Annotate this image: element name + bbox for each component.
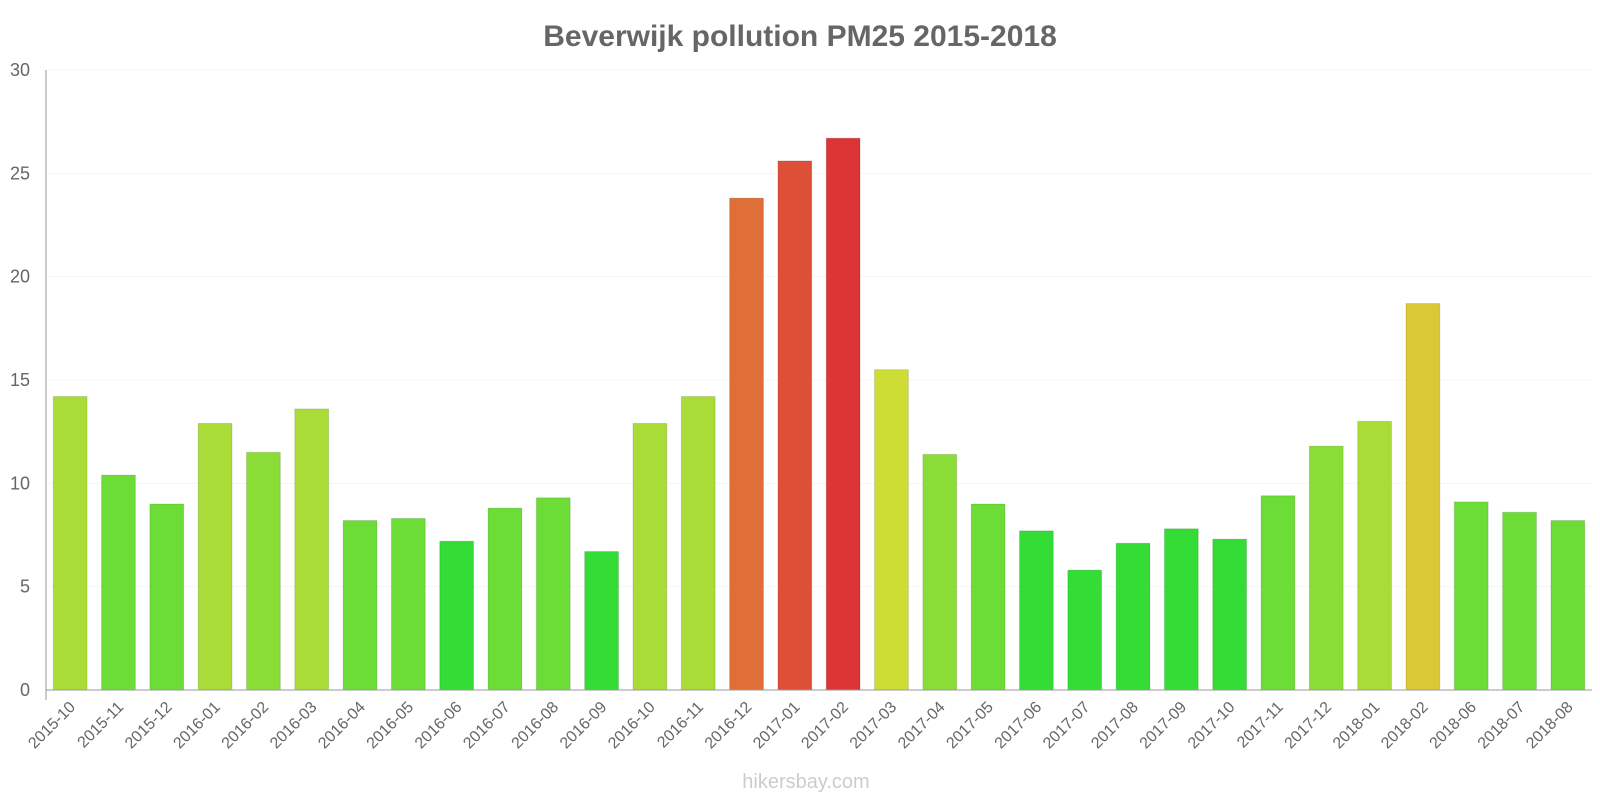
x-tick-label: 2016-09 — [557, 699, 611, 753]
bar-2018-02 — [1405, 303, 1441, 691]
bar-2016-12 — [729, 197, 764, 691]
bar-2016-08 — [535, 497, 571, 691]
x-tick-label: 2017-03 — [847, 699, 901, 753]
x-tick-label: 2017-07 — [1040, 699, 1094, 753]
x-tick-label: 2015-12 — [122, 699, 176, 753]
bar-2017-12 — [1308, 445, 1344, 691]
bar-2016-03 — [294, 408, 330, 691]
x-tick-label: 2016-11 — [654, 699, 707, 752]
x-tick-label: 2018-06 — [1427, 699, 1481, 753]
bar-2018-01 — [1357, 420, 1393, 691]
x-tick-label: 2016-06 — [412, 699, 466, 753]
bar-2016-09 — [584, 551, 620, 691]
x-tick-label: 2015-10 — [25, 699, 79, 753]
bar-2015-10 — [52, 396, 88, 691]
x-tick-label: 2017-05 — [943, 699, 997, 753]
bar-2016-10 — [632, 422, 668, 691]
x-tick-label: 2016-08 — [509, 699, 563, 753]
x-tick-label: 2016-05 — [364, 699, 418, 753]
chart-title: Beverwijk pollution PM25 2015-2018 — [543, 20, 1057, 53]
bar-2017-07 — [1067, 569, 1103, 691]
x-tick-label: 2017-01 — [750, 699, 804, 753]
y-tick-label: 10 — [10, 473, 30, 493]
bar-2015-11 — [101, 474, 136, 691]
axes — [45, 70, 1592, 700]
x-tick-label: 2017-04 — [895, 699, 949, 753]
x-tick-label: 2017-09 — [1137, 699, 1191, 753]
bar-2017-05 — [970, 503, 1006, 691]
bar-2017-02 — [825, 137, 861, 691]
bar-2016-11 — [680, 396, 716, 691]
bar-2017-09 — [1163, 528, 1199, 691]
x-tick-label: 2017-08 — [1088, 699, 1142, 753]
bar-2017-11 — [1260, 495, 1296, 691]
bar-2016-07 — [487, 507, 523, 691]
bar-2017-04 — [922, 453, 958, 691]
bar-2017-06 — [1018, 530, 1054, 691]
bar-2016-05 — [390, 517, 426, 691]
bar-2017-10 — [1212, 538, 1248, 691]
y-axis-ticks: 0 5 10 15 20 25 30 — [10, 60, 30, 700]
bar-2015-12 — [149, 503, 185, 691]
y-tick-label: 25 — [10, 163, 30, 183]
y-tick-label: 15 — [10, 370, 30, 390]
bar-2016-06 — [439, 540, 475, 691]
bar-2017-03 — [874, 369, 909, 691]
x-tick-label: 2017-12 — [1282, 699, 1336, 753]
bar-2016-01 — [197, 422, 233, 691]
x-tick-label: 2016-12 — [702, 699, 756, 753]
bar-2018-08 — [1550, 520, 1586, 691]
x-tick-label: 2018-08 — [1523, 699, 1577, 753]
x-tick-label: 2016-01 — [170, 699, 224, 753]
bar-2016-04 — [342, 520, 378, 691]
bar-2017-01 — [777, 160, 813, 691]
y-tick-label: 0 — [20, 680, 30, 700]
x-tick-label: 2015-11 — [75, 699, 128, 752]
x-tick-label: 2016-02 — [219, 699, 273, 753]
x-tick-label: 2018-07 — [1475, 699, 1529, 753]
x-tick-label: 2017-11 — [1234, 699, 1287, 752]
x-tick-label: 2017-02 — [798, 699, 852, 753]
y-tick-label: 30 — [10, 60, 30, 80]
x-tick-label: 2016-07 — [460, 699, 514, 753]
bar-2016-02 — [245, 451, 281, 691]
x-tick-label: 2017-06 — [992, 699, 1046, 753]
x-tick-label: 2018-02 — [1378, 699, 1432, 753]
credit-label: hikersbay.com — [742, 771, 869, 793]
x-tick-label: 2016-04 — [315, 699, 369, 753]
x-tick-label: 2016-10 — [605, 699, 659, 753]
bars — [52, 137, 1586, 691]
bar-2018-06 — [1453, 501, 1489, 691]
x-tick-label: 2017-10 — [1185, 699, 1239, 753]
x-tick-label: 2018-01 — [1330, 699, 1384, 753]
y-tick-label: 20 — [10, 267, 30, 287]
x-axis-ticks: 2015-102015-112015-122016-012016-022016-… — [25, 699, 1576, 753]
bar-2018-07 — [1502, 511, 1537, 691]
x-tick-label: 2016-03 — [267, 699, 321, 753]
y-tick-label: 5 — [20, 577, 30, 597]
bar-2017-08 — [1115, 542, 1151, 691]
